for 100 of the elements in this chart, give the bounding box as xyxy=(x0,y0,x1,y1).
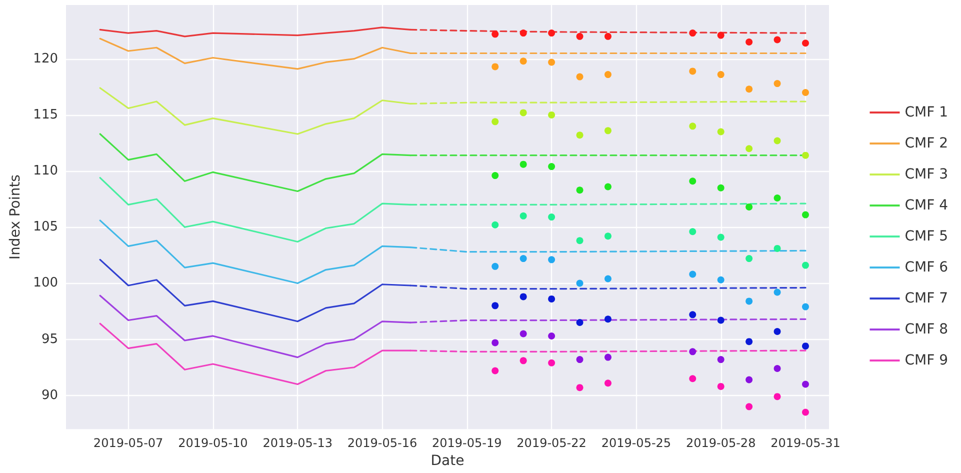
point xyxy=(689,311,696,318)
point xyxy=(576,132,584,139)
point xyxy=(548,332,556,340)
point xyxy=(746,86,753,93)
point xyxy=(492,262,499,270)
y-tick-label: 100 xyxy=(33,276,58,291)
point xyxy=(604,354,612,361)
point xyxy=(689,375,696,382)
point xyxy=(689,122,696,130)
point xyxy=(746,203,753,210)
point xyxy=(802,262,809,269)
point xyxy=(604,183,612,190)
y-tick-label: 95 xyxy=(41,332,58,347)
point xyxy=(774,365,781,372)
point xyxy=(576,280,584,287)
y-tick-label: 120 xyxy=(33,51,58,66)
legend-label: CMF 5 xyxy=(904,228,948,244)
point xyxy=(717,184,724,192)
x-tick-label: 2019-05-10 xyxy=(178,436,248,450)
y-tick-label: 105 xyxy=(33,220,58,235)
x-axis-title: Date xyxy=(430,453,464,469)
point xyxy=(717,316,724,324)
point xyxy=(520,357,527,364)
point xyxy=(746,38,753,46)
y-tick-label: 90 xyxy=(41,388,58,403)
point xyxy=(520,160,527,168)
point xyxy=(802,342,809,350)
point xyxy=(520,109,527,116)
point xyxy=(604,32,612,40)
point xyxy=(717,71,724,78)
point xyxy=(746,376,753,384)
point xyxy=(520,30,527,37)
point xyxy=(802,380,809,388)
point xyxy=(548,163,556,170)
point xyxy=(774,80,781,88)
point xyxy=(746,145,753,152)
point xyxy=(689,228,696,236)
point xyxy=(802,303,809,310)
point xyxy=(774,328,781,335)
point xyxy=(746,298,753,305)
point xyxy=(774,194,781,202)
point xyxy=(520,330,527,338)
legend-label: CMF 6 xyxy=(904,260,948,276)
point xyxy=(717,32,724,39)
point xyxy=(604,232,612,240)
point xyxy=(774,36,781,44)
point xyxy=(774,244,781,252)
point xyxy=(774,137,781,144)
point xyxy=(689,68,696,75)
point xyxy=(492,339,499,346)
point xyxy=(492,367,499,374)
x-tick-label: 2019-05-28 xyxy=(686,436,756,450)
point xyxy=(717,382,724,390)
point xyxy=(492,30,499,38)
point xyxy=(604,275,612,282)
point xyxy=(604,380,612,387)
point xyxy=(492,118,499,126)
point xyxy=(492,221,499,228)
y-tick-label: 110 xyxy=(33,164,58,179)
point xyxy=(520,255,527,262)
x-tick-label: 2019-05-25 xyxy=(601,436,672,450)
y-tick-label: 115 xyxy=(33,107,58,122)
legend-label: CMF 1 xyxy=(904,104,948,120)
point xyxy=(520,58,527,65)
point xyxy=(746,338,753,346)
point xyxy=(689,30,696,37)
point xyxy=(604,71,612,78)
point xyxy=(717,276,724,284)
x-tick-label: 2019-05-07 xyxy=(93,436,164,450)
point xyxy=(774,393,781,400)
legend-label: CMF 9 xyxy=(904,352,948,368)
point xyxy=(717,128,724,136)
point xyxy=(689,270,696,278)
x-tick-label: 2019-05-16 xyxy=(347,436,418,450)
x-tick-label: 2019-05-19 xyxy=(432,436,502,450)
point xyxy=(802,211,809,218)
point xyxy=(746,403,753,410)
y-axis-title: Index Points xyxy=(7,174,24,260)
point xyxy=(520,293,527,300)
point xyxy=(746,255,753,262)
point xyxy=(576,186,584,194)
x-tick-label: 2019-05-13 xyxy=(262,436,332,450)
point xyxy=(689,178,696,185)
point xyxy=(576,319,584,326)
point xyxy=(774,288,781,296)
point xyxy=(604,127,612,134)
point xyxy=(548,359,556,366)
x-tick-label: 2019-05-22 xyxy=(516,436,586,450)
point xyxy=(802,40,809,47)
legend-label: CMF 8 xyxy=(904,322,948,338)
point xyxy=(576,73,584,80)
point xyxy=(548,30,556,37)
legend-label: CMF 7 xyxy=(904,290,948,306)
point xyxy=(717,234,724,241)
legend-label: CMF 4 xyxy=(904,198,948,214)
point xyxy=(548,214,556,221)
legend-label: CMF 2 xyxy=(904,136,948,152)
point xyxy=(492,63,499,70)
point xyxy=(802,408,809,416)
legend-label: CMF 3 xyxy=(904,166,948,182)
